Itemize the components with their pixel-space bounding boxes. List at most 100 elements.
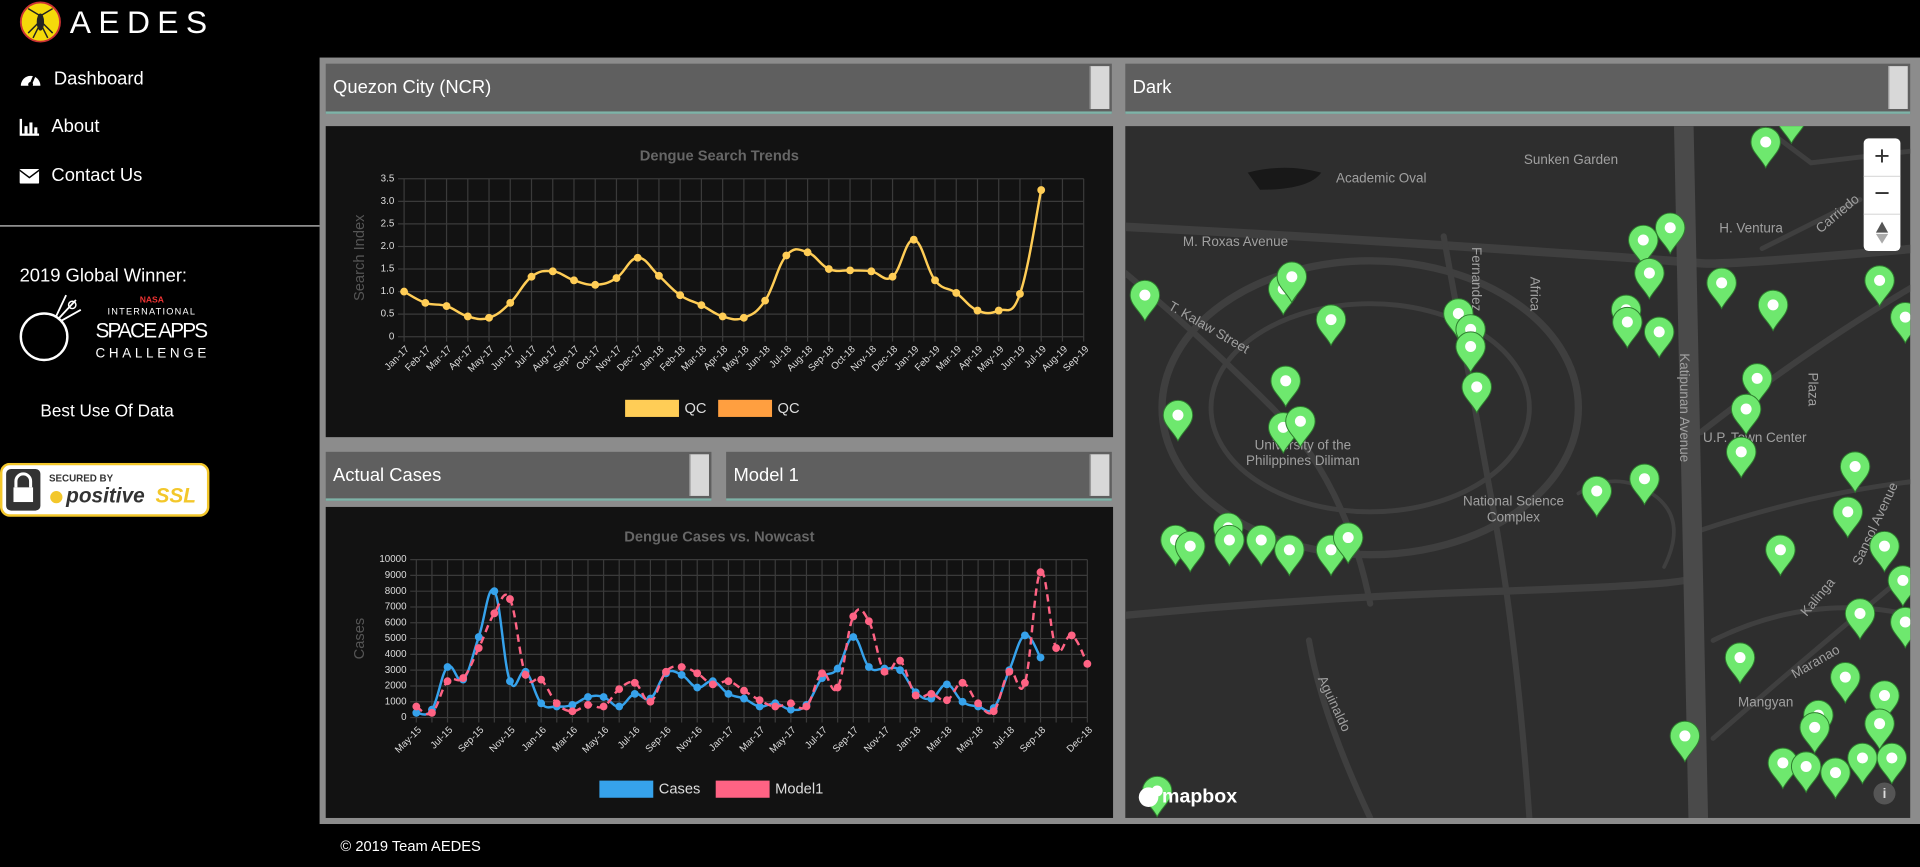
x-tick-label: Nov-16 bbox=[675, 724, 705, 754]
x-tick-label: Jan-17 bbox=[707, 725, 736, 754]
marker-dot bbox=[1255, 534, 1267, 546]
data-point bbox=[708, 680, 717, 689]
award-title: 2019 Global Winner: bbox=[19, 265, 188, 287]
y-tick-label: 1.5 bbox=[381, 264, 395, 275]
nav-item[interactable]: About bbox=[19, 116, 100, 138]
marker-dot bbox=[1842, 506, 1854, 518]
marker-pin bbox=[1820, 757, 1851, 800]
legend-label: QC bbox=[778, 401, 800, 417]
data-point bbox=[443, 677, 452, 686]
marker-dot bbox=[1465, 341, 1477, 353]
model-select[interactable]: Model 1 bbox=[726, 451, 1112, 501]
data-point bbox=[412, 702, 421, 711]
marker-pin bbox=[1612, 306, 1643, 349]
x-tick-label: Sep-18 bbox=[1018, 724, 1048, 754]
nav-item[interactable]: Dashboard bbox=[20, 68, 144, 90]
data-point bbox=[739, 313, 748, 322]
legend-swatch bbox=[625, 399, 679, 417]
data-point bbox=[771, 702, 780, 711]
data-point bbox=[1037, 186, 1046, 194]
data-point bbox=[833, 683, 842, 692]
data-select[interactable]: Actual Cases bbox=[325, 451, 712, 501]
data-point bbox=[537, 699, 546, 708]
data-point bbox=[952, 289, 961, 297]
dashboard-icon bbox=[20, 74, 41, 87]
data-point bbox=[755, 702, 764, 711]
map[interactable]: Sunken Garden Academic Oval M. Roxas Avenu… bbox=[1125, 126, 1911, 818]
zoom-in[interactable]: + bbox=[1874, 141, 1890, 171]
data-point bbox=[973, 306, 982, 315]
marker-dot bbox=[1716, 277, 1728, 289]
data-point bbox=[676, 291, 685, 300]
marker-dot bbox=[1471, 381, 1483, 393]
copyright: © 2019 Team AEDES bbox=[340, 837, 481, 855]
data-point bbox=[428, 708, 436, 717]
badge-text: SECURED BY bbox=[49, 473, 114, 484]
marker-pin bbox=[1655, 212, 1686, 255]
x-tick-label: Jul-18 bbox=[990, 724, 1017, 751]
map-label: Mangyan bbox=[1738, 694, 1793, 709]
data-point bbox=[570, 276, 578, 285]
data-point bbox=[506, 677, 514, 686]
marker-dot bbox=[1886, 752, 1898, 764]
data-point bbox=[490, 587, 499, 596]
marker-dot bbox=[1740, 403, 1752, 415]
series-line bbox=[415, 570, 1089, 716]
data-point bbox=[896, 656, 905, 665]
data-point bbox=[633, 253, 642, 262]
marker-pin bbox=[1246, 524, 1277, 567]
data-point bbox=[896, 666, 905, 675]
avenue bbox=[1674, 126, 1709, 818]
data-point bbox=[994, 306, 1003, 315]
marker-dot bbox=[1184, 540, 1196, 552]
data-point bbox=[584, 693, 592, 701]
marker-dot bbox=[1899, 616, 1911, 628]
marker-dot bbox=[1751, 372, 1763, 384]
style-select[interactable]: Dark bbox=[1125, 63, 1911, 114]
marker-pin bbox=[1274, 534, 1305, 577]
marker-dot bbox=[1856, 752, 1868, 764]
ssl-badge[interactable]: SECURED BY positive SSL bbox=[0, 462, 211, 518]
y-tick-label: 7000 bbox=[385, 602, 407, 613]
marker-pin bbox=[1847, 742, 1878, 785]
marker-pin bbox=[1790, 751, 1822, 794]
data-point bbox=[521, 670, 530, 679]
x-tick-label: May-18 bbox=[955, 724, 986, 755]
marker-dot bbox=[1591, 485, 1603, 497]
data-point bbox=[693, 669, 702, 678]
caret bbox=[1888, 66, 1908, 109]
nav-item[interactable]: Contact Us bbox=[19, 165, 143, 186]
badge-text: positive bbox=[65, 485, 145, 508]
marker-dot bbox=[1899, 311, 1911, 323]
attribution[interactable]: mapbox bbox=[1162, 785, 1237, 807]
marker-pin bbox=[1765, 534, 1796, 577]
marker-dot bbox=[1800, 761, 1812, 773]
info-icon[interactable] bbox=[1873, 782, 1896, 805]
data-point bbox=[591, 280, 600, 289]
y-tick-label: 3.5 bbox=[381, 173, 395, 184]
zoom-out[interactable]: − bbox=[1874, 178, 1890, 208]
legend-swatch bbox=[718, 399, 773, 417]
marker-pin bbox=[1214, 524, 1245, 567]
marker-dot bbox=[1774, 544, 1786, 556]
data-point bbox=[421, 298, 430, 307]
y-tick-label: 4000 bbox=[385, 649, 407, 660]
marker-dot bbox=[1139, 289, 1151, 301]
data-point bbox=[989, 707, 998, 716]
nav-label: About bbox=[51, 116, 100, 138]
data-point bbox=[911, 691, 920, 700]
sidebar: Dashboard About Contact Us 2019 Global W… bbox=[0, 57, 320, 867]
legend-label: QC bbox=[684, 401, 706, 417]
data-point bbox=[740, 694, 748, 703]
data-point bbox=[612, 274, 621, 282]
x-tick-label: Mar-17 bbox=[738, 725, 768, 755]
compass[interactable] bbox=[1875, 221, 1889, 233]
data-point bbox=[1021, 678, 1029, 687]
nav-label: Dashboard bbox=[53, 68, 144, 90]
brand: AEDES bbox=[69, 3, 215, 41]
data-point bbox=[942, 696, 951, 705]
marker-pin bbox=[1757, 289, 1789, 332]
marker-pin bbox=[1669, 720, 1701, 763]
location-select[interactable]: Quezon City (NCR) bbox=[325, 63, 1112, 114]
